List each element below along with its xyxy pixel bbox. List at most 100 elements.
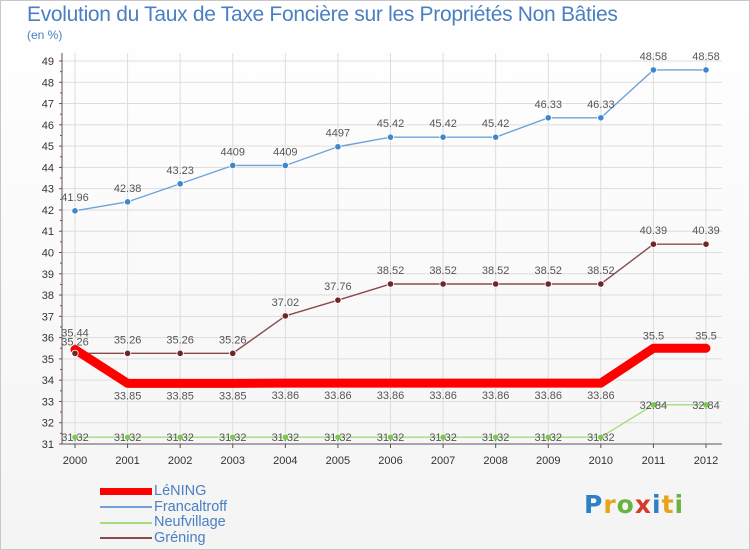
series-2-point-2005 <box>334 143 342 151</box>
y-axis-unit-label: (en %) <box>27 28 63 42</box>
y-tick-label-40: 40 <box>42 248 54 260</box>
series-1-label-2004: 33.86 <box>272 390 300 402</box>
x-tick-label-2010: 2010 <box>589 455 613 467</box>
series-3-point-2009 <box>544 433 552 441</box>
legend-swatch-3 <box>100 521 152 524</box>
series-4-label-2008: 38.52 <box>482 265 510 277</box>
series-2-label-2008: 45.42 <box>482 118 510 130</box>
series-3-label-2011: 32.84 <box>640 400 668 412</box>
series-2-point-2009 <box>544 114 552 122</box>
series-3-point-2008 <box>492 433 500 441</box>
series-4-point-2003 <box>229 349 237 357</box>
y-tick-label-31: 31 <box>42 439 54 451</box>
series-4-point-2010 <box>597 280 605 288</box>
series-1-label-2002: 33.85 <box>166 390 194 402</box>
y-tick-label-46: 46 <box>42 120 54 132</box>
series-1-label-2003: 33.85 <box>219 390 247 402</box>
series-2-label-2002: 43.23 <box>166 165 194 177</box>
y-tick-label-39: 39 <box>42 269 54 281</box>
series-3-point-2007 <box>439 433 447 441</box>
proxiti-logo: Proxiti <box>584 490 684 519</box>
series-1-label-2006: 33.86 <box>377 390 405 402</box>
x-tick-label-2009: 2009 <box>536 455 560 467</box>
series-2-label-2012: 48.58 <box>692 51 720 63</box>
series-4-point-2012 <box>702 240 710 248</box>
legend-item-2: Francaltroff <box>100 499 227 516</box>
series-1-label-2009: 33.86 <box>534 390 562 402</box>
series-3-point-2000 <box>71 433 79 441</box>
series-2-label-2011: 48.58 <box>640 51 668 63</box>
series-3-label-2008: 31.32 <box>482 432 510 444</box>
series-2-point-2002 <box>176 180 184 188</box>
series-2-point-2000 <box>71 207 79 215</box>
series-4-label-2004: 37.02 <box>272 297 300 309</box>
series-4-label-2006: 38.52 <box>377 265 405 277</box>
x-tick-label-2000: 2000 <box>63 455 87 467</box>
x-tick-label-2003: 2003 <box>221 455 245 467</box>
y-tick-label-41: 41 <box>42 226 54 238</box>
legend-item-1: LéNING <box>100 484 227 500</box>
y-tick-label-37: 37 <box>42 311 54 323</box>
y-tick-label-36: 36 <box>42 333 54 345</box>
legend-swatch-1 <box>100 488 152 496</box>
series-4-label-2002: 35.26 <box>166 334 194 346</box>
series-1-label-2010: 33.86 <box>587 390 615 402</box>
legend: LéNING Francaltroff Neufvillage Gréning <box>100 484 227 546</box>
series-3-label-2002: 31.32 <box>166 432 194 444</box>
x-tick-label-2004: 2004 <box>273 455 297 467</box>
x-tick-label-2007: 2007 <box>431 455 455 467</box>
y-tick-label-33: 33 <box>42 396 54 408</box>
y-tick-labels: 31 32 33 34 35 36 37 38 39 40 41 42 43 44 45 46 47 48 49 <box>42 56 54 451</box>
logo-letter-5: i <box>652 490 662 519</box>
series-1-label-2012: 35.5 <box>695 330 716 342</box>
series-2-label-2005: 4497 <box>326 128 350 140</box>
y-tick-label-47: 47 <box>42 99 54 111</box>
series-markers <box>71 66 710 441</box>
y-tick-label-48: 48 <box>42 77 54 89</box>
series-3-point-2003 <box>229 433 237 441</box>
x-tick-labels: 2000 2001 2002 2003 2004 2005 2006 2007 2008 2009… <box>63 455 718 467</box>
legend-label-1: LéNING <box>154 483 207 500</box>
series-3-label-2006: 31.32 <box>377 432 405 444</box>
y-tick-label-38: 38 <box>42 290 54 302</box>
series-1-label-2008: 33.86 <box>482 390 510 402</box>
series-3-point-2005 <box>334 433 342 441</box>
series-3-point-2011 <box>649 401 658 409</box>
legend-label-3: Neufvillage <box>154 514 226 531</box>
series-3-label-2007: 31.32 <box>429 432 457 444</box>
series-4-label-2007: 38.52 <box>429 265 457 277</box>
series-2-label-2009: 46.33 <box>534 99 562 111</box>
series-4-label-2011: 40.39 <box>640 225 668 237</box>
logo-letter-6: t <box>661 490 675 519</box>
y-tick-label-44: 44 <box>42 162 54 174</box>
series-1-label-2005: 33.86 <box>324 390 352 402</box>
series-2-label-2000: 41.96 <box>61 192 89 204</box>
x-tick-label-2001: 2001 <box>115 455 139 467</box>
x-tick-label-2002: 2002 <box>168 455 192 467</box>
series-3-label-2005: 31.32 <box>324 432 352 444</box>
series-4-point-2008 <box>492 280 500 288</box>
chart-title: Evolution du Taux de Taxe Foncière sur l… <box>27 3 618 26</box>
logo-letter-3: o <box>616 490 635 519</box>
series-4-point-2004 <box>281 312 289 320</box>
series-4-label-2012: 40.39 <box>692 225 720 237</box>
series-2-point-2010 <box>597 114 605 122</box>
y-tick-label-35: 35 <box>42 354 54 366</box>
data-labels: 35.44 33.85 33.85 33.85 33.86 33.86 33.86 33.86… <box>61 51 720 444</box>
series-2-label-2004: 4409 <box>273 146 297 158</box>
series-4-point-2006 <box>386 280 395 288</box>
series-2-point-2008 <box>492 133 500 141</box>
series-4-label-2001: 35.26 <box>114 334 142 346</box>
series-3-point-2001 <box>123 433 132 441</box>
series-4-point-2007 <box>439 280 447 288</box>
series-4-label-2005: 37.76 <box>324 281 352 293</box>
x-tick-label-2008: 2008 <box>483 455 507 467</box>
series-2-label-2010: 46.33 <box>587 99 615 111</box>
series-2-label-2001: 42.38 <box>114 183 142 195</box>
axes <box>59 53 722 448</box>
series-3-point-2012 <box>702 401 710 409</box>
series-2-point-2003 <box>229 161 237 170</box>
series-3-point-2006 <box>386 433 395 441</box>
